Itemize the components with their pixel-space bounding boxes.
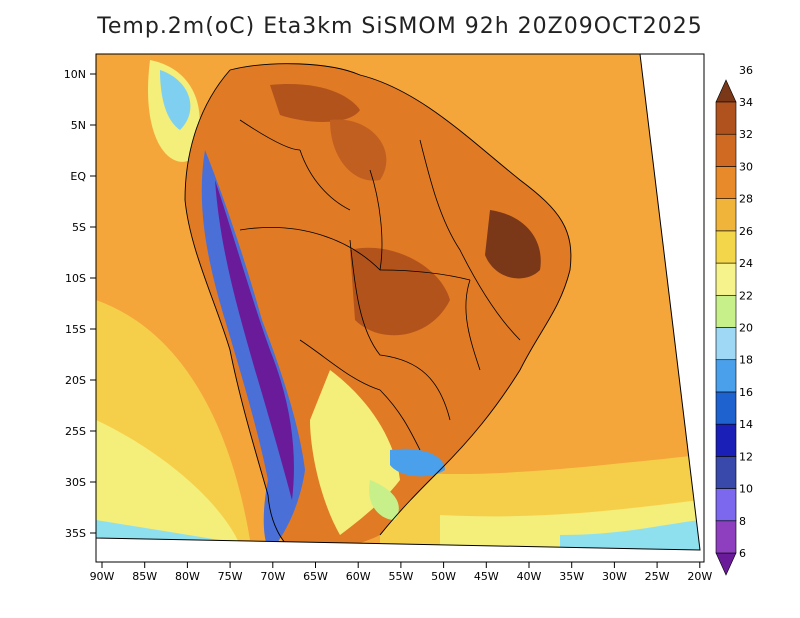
legend-swatch <box>715 230 737 264</box>
lon-tick-label: 55W <box>388 570 413 583</box>
lat-tick-label: 30S <box>65 476 86 489</box>
lon-tick-label: 30W <box>602 570 627 583</box>
hot-zone-northeast <box>485 210 541 279</box>
lat-tick-label: 35S <box>65 527 86 540</box>
lat-tick-label: 15S <box>65 323 86 336</box>
legend-label: 18 <box>739 354 753 367</box>
legend-label: 16 <box>739 386 753 399</box>
legend-label: 30 <box>739 160 753 173</box>
map-title: Temp.2m(oC) Eta3km SiSMOM 92h 20Z09OCT20… <box>97 14 703 39</box>
lon-tick-label: 65W <box>303 570 328 583</box>
legend-triangle-bottom <box>715 552 737 576</box>
legend-swatch <box>715 262 737 296</box>
legend-swatch <box>715 327 737 361</box>
lon-tick-label: 25W <box>645 570 670 583</box>
lon-tick-label: 90W <box>90 570 115 583</box>
longitude-ticks: 90W 85W 80W 75W 70W 65W 60W 55W 50W 45W 40W 35W 30W 2… <box>90 562 712 583</box>
legend-label: 36 <box>739 64 753 77</box>
legend-swatch <box>715 101 737 135</box>
hot-zone-amazon <box>330 119 387 181</box>
legend-label: 22 <box>739 289 753 302</box>
lat-tick-label: 5N <box>71 119 86 132</box>
legend-swatch <box>715 391 737 425</box>
ocean-cold-south <box>560 520 700 550</box>
color-legend: 6 8 10 12 14 16 18 20 22 24 26 28 30 32 34 36 <box>715 64 753 576</box>
cool-land-uruguay <box>369 480 399 520</box>
axes-box <box>95 53 705 563</box>
legend-label: 26 <box>739 225 753 238</box>
lon-tick-label: 45W <box>474 570 499 583</box>
lat-tick-label: 20S <box>65 374 86 387</box>
lat-tick-label: 25S <box>65 425 86 438</box>
legend-label: 34 <box>739 96 753 109</box>
lon-tick-label: 70W <box>260 570 285 583</box>
legend-label: 28 <box>739 193 753 206</box>
legend-swatch <box>715 133 737 167</box>
lat-tick-label: 10N <box>64 68 86 81</box>
legend-swatch <box>715 456 737 489</box>
hot-zone-venezuela <box>270 84 360 122</box>
lon-tick-label: 80W <box>175 570 200 583</box>
legend-swatch <box>715 423 737 457</box>
ocean-cool-west <box>96 420 240 545</box>
legend-label: 24 <box>739 257 753 270</box>
legend-triangle-top <box>715 79 737 103</box>
lon-tick-label: 35W <box>559 570 584 583</box>
lon-tick-label: 85W <box>132 570 157 583</box>
lon-tick-label: 40W <box>517 570 542 583</box>
country-borders <box>239 119 521 451</box>
legend-label: 20 <box>739 322 753 335</box>
lon-tick-label: 60W <box>346 570 371 583</box>
legend-swatch <box>715 198 737 232</box>
legend-label: 14 <box>739 418 753 431</box>
legend-label: 6 <box>739 547 746 560</box>
legend-label: 10 <box>739 483 753 496</box>
ocean-cold-north <box>160 70 191 130</box>
hot-zone-central <box>350 247 450 336</box>
legend-swatch <box>715 294 737 328</box>
legend-swatch <box>715 520 737 554</box>
legend-label: 12 <box>739 450 753 463</box>
legend-swatch <box>715 166 737 199</box>
latitude-ticks: 10N 5N EQ 5S 10S 15S 20S 25S 30S 35S <box>64 68 96 540</box>
legend-swatch <box>715 359 737 393</box>
andes-coldest-core <box>215 180 294 500</box>
lon-tick-label: 20W <box>687 570 712 583</box>
lat-tick-label: 5S <box>72 221 86 234</box>
cool-land-south-brazil <box>390 448 445 477</box>
legend-swatch <box>715 488 737 522</box>
coastline-west <box>184 69 301 550</box>
legend-label: 32 <box>739 128 753 141</box>
legend-label: 8 <box>739 515 746 528</box>
lon-tick-label: 75W <box>218 570 243 583</box>
lon-tick-label: 50W <box>431 570 456 583</box>
lat-tick-label: 10S <box>65 272 86 285</box>
coastline-east <box>229 63 572 536</box>
lat-tick-label: EQ <box>70 170 86 183</box>
